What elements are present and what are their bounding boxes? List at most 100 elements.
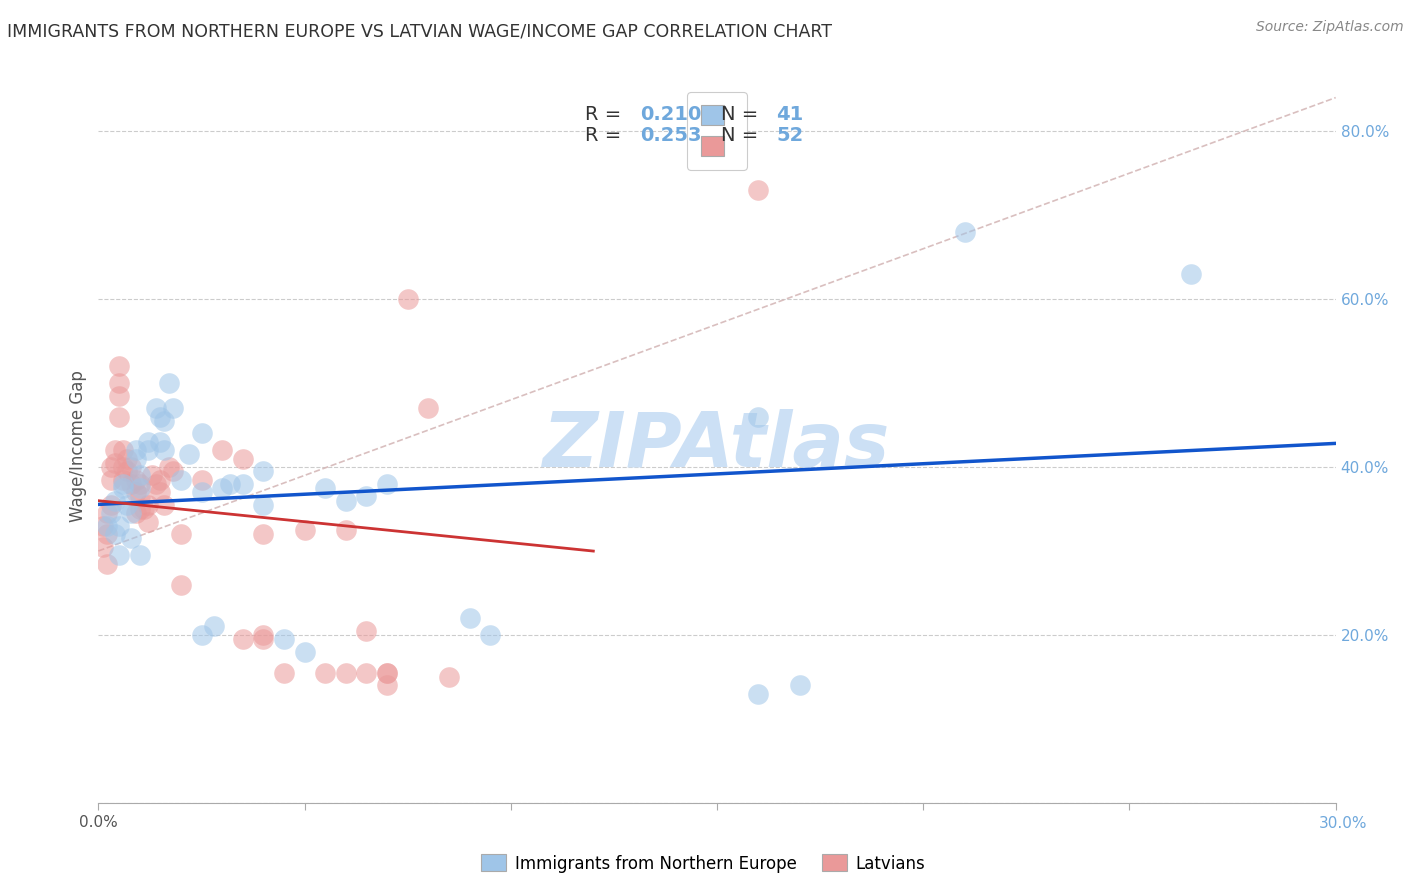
Point bbox=[132, 502, 155, 516]
Point bbox=[458, 611, 481, 625]
Text: N =: N = bbox=[721, 104, 765, 124]
Point bbox=[149, 485, 172, 500]
Point bbox=[375, 665, 398, 680]
Text: 30.0%: 30.0% bbox=[1319, 816, 1367, 831]
Point bbox=[124, 451, 146, 466]
Point bbox=[747, 409, 769, 424]
Point bbox=[153, 414, 176, 428]
Point bbox=[124, 506, 146, 520]
Point bbox=[157, 460, 180, 475]
Point bbox=[335, 665, 357, 680]
Point bbox=[104, 527, 127, 541]
Point bbox=[179, 447, 201, 461]
Point bbox=[145, 476, 167, 491]
Point bbox=[157, 376, 180, 390]
Point bbox=[219, 476, 242, 491]
Point bbox=[112, 476, 135, 491]
Point bbox=[747, 183, 769, 197]
Point bbox=[170, 527, 193, 541]
Text: Source: ZipAtlas.com: Source: ZipAtlas.com bbox=[1256, 20, 1403, 34]
Point bbox=[789, 678, 811, 692]
Point bbox=[128, 468, 150, 483]
Point bbox=[104, 443, 127, 458]
Point bbox=[120, 476, 142, 491]
Point bbox=[252, 464, 274, 478]
Point bbox=[120, 506, 142, 520]
Point bbox=[108, 376, 131, 390]
Point bbox=[91, 540, 114, 554]
Point bbox=[190, 485, 212, 500]
Point bbox=[190, 426, 212, 441]
Point bbox=[356, 624, 378, 638]
Text: 52: 52 bbox=[776, 126, 804, 145]
Point bbox=[141, 468, 163, 483]
Point bbox=[104, 493, 127, 508]
Point bbox=[273, 665, 295, 680]
Point bbox=[273, 632, 295, 646]
Point bbox=[190, 473, 212, 487]
Point bbox=[128, 481, 150, 495]
Text: N =: N = bbox=[721, 126, 765, 145]
Point bbox=[211, 481, 233, 495]
Point bbox=[136, 515, 159, 529]
Point bbox=[128, 476, 150, 491]
Point bbox=[335, 523, 357, 537]
Point bbox=[294, 523, 316, 537]
Point bbox=[335, 493, 357, 508]
Point bbox=[108, 548, 131, 562]
Point bbox=[418, 401, 440, 416]
Point bbox=[1180, 267, 1202, 281]
Text: 41: 41 bbox=[776, 104, 804, 124]
Point bbox=[252, 498, 274, 512]
Point bbox=[232, 451, 254, 466]
Point bbox=[153, 498, 176, 512]
Legend: , : , bbox=[688, 92, 747, 169]
Point bbox=[314, 665, 336, 680]
Point bbox=[136, 434, 159, 449]
Point bbox=[117, 464, 139, 478]
Point bbox=[375, 476, 398, 491]
Point bbox=[356, 489, 378, 503]
Text: 0.253: 0.253 bbox=[640, 126, 702, 145]
Point bbox=[100, 498, 122, 512]
Point bbox=[96, 518, 118, 533]
Point bbox=[149, 473, 172, 487]
Point bbox=[100, 506, 122, 520]
Point bbox=[128, 548, 150, 562]
Point bbox=[953, 225, 976, 239]
Point bbox=[124, 473, 146, 487]
Point bbox=[202, 619, 225, 633]
Point bbox=[232, 476, 254, 491]
Legend: Immigrants from Northern Europe, Latvians: Immigrants from Northern Europe, Latvian… bbox=[475, 847, 931, 880]
Point bbox=[108, 409, 131, 424]
Text: ZIPAtlas: ZIPAtlas bbox=[543, 409, 891, 483]
Y-axis label: Wage/Income Gap: Wage/Income Gap bbox=[69, 370, 87, 522]
Point bbox=[100, 460, 122, 475]
Point bbox=[96, 557, 118, 571]
Point bbox=[252, 628, 274, 642]
Point bbox=[252, 632, 274, 646]
Point bbox=[190, 628, 212, 642]
Point bbox=[112, 473, 135, 487]
Point bbox=[128, 502, 150, 516]
Point bbox=[112, 443, 135, 458]
Point bbox=[294, 645, 316, 659]
Point bbox=[162, 401, 184, 416]
Point bbox=[91, 518, 114, 533]
Text: IMMIGRANTS FROM NORTHERN EUROPE VS LATVIAN WAGE/INCOME GAP CORRELATION CHART: IMMIGRANTS FROM NORTHERN EUROPE VS LATVI… bbox=[7, 22, 832, 40]
Point bbox=[252, 527, 274, 541]
Point bbox=[96, 527, 118, 541]
Point bbox=[112, 481, 135, 495]
Point bbox=[232, 632, 254, 646]
Point bbox=[170, 577, 193, 591]
Point bbox=[124, 485, 146, 500]
Point bbox=[149, 409, 172, 424]
Point bbox=[211, 443, 233, 458]
Point bbox=[96, 506, 118, 520]
Point bbox=[375, 665, 398, 680]
Point bbox=[124, 443, 146, 458]
Point bbox=[117, 498, 139, 512]
Point bbox=[120, 532, 142, 546]
Point bbox=[149, 434, 172, 449]
Point bbox=[108, 359, 131, 374]
